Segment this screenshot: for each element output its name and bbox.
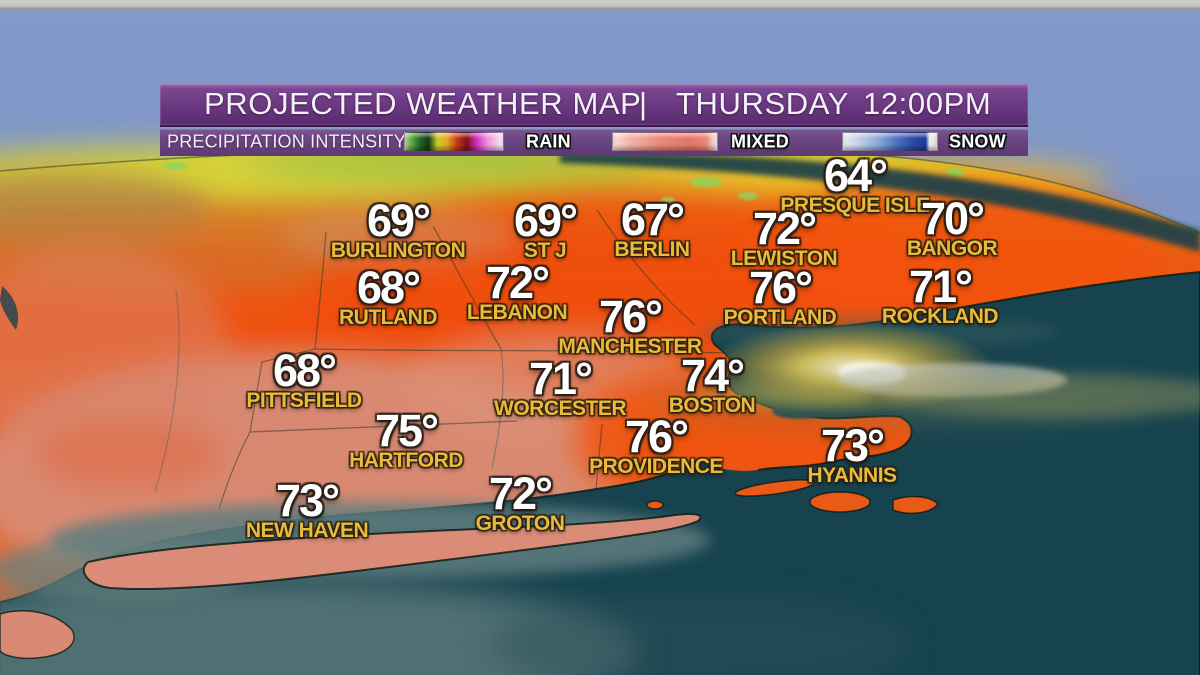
station-city: LEBANON xyxy=(466,301,568,324)
station-city: BANGOR xyxy=(906,237,998,260)
title-separator: | xyxy=(639,85,648,121)
top-bar xyxy=(0,0,1200,9)
islands xyxy=(646,479,940,515)
station-temp: 72° xyxy=(485,257,550,308)
station-temp: 71° xyxy=(528,353,593,404)
station-city: ST J xyxy=(523,239,567,262)
long-island xyxy=(82,512,702,591)
station-temp: 71° xyxy=(908,261,973,312)
station-city: PRESQUE ISLE xyxy=(780,194,930,217)
rivers xyxy=(154,289,504,493)
station-city: PROVIDENCE xyxy=(589,455,723,478)
station-temp: 75° xyxy=(374,405,439,456)
station-hyannis: 73° HYANNIS xyxy=(807,420,897,487)
station-temp: 67° xyxy=(620,194,685,245)
station-manchester: 76° MANCHESTER xyxy=(558,291,702,358)
snow-label: SNOW xyxy=(949,131,1006,152)
snow-intensity-scale xyxy=(842,132,938,151)
station-portland: 76° PORTLAND xyxy=(723,262,837,329)
station-temp: 76° xyxy=(598,291,663,342)
station-city: HYANNIS xyxy=(807,464,897,487)
station-city: RUTLAND xyxy=(339,306,437,329)
station-worcester: 71° WORCESTER xyxy=(494,353,627,420)
station-lewiston: 72° LEWISTON xyxy=(730,203,838,270)
station-rockland: 71° ROCKLAND xyxy=(881,261,999,328)
station-groton: 72° GROTON xyxy=(475,468,565,535)
forecast-day: THURSDAY xyxy=(676,85,850,121)
station-city: PORTLAND xyxy=(723,306,837,329)
station-city: BOSTON xyxy=(668,394,756,417)
rain-label: RAIN xyxy=(526,131,571,152)
station-city: NEW HAVEN xyxy=(245,519,369,542)
mixed-intensity-scale xyxy=(612,132,718,151)
coastal-land-sw xyxy=(0,610,75,660)
station-temp: 76° xyxy=(748,262,813,313)
station-presque-isle: 64° PRESQUE ISLE xyxy=(780,150,930,217)
station-boston: 74° BOSTON xyxy=(668,350,756,417)
station-temp: 74° xyxy=(680,350,745,401)
state-borders xyxy=(218,209,728,510)
station-temp: 73° xyxy=(820,420,885,471)
station-providence: 76° PROVIDENCE xyxy=(589,411,723,478)
mixed-label: MIXED xyxy=(731,131,790,152)
station-city: HARTFORD xyxy=(349,449,463,472)
station-temp: 64° xyxy=(823,150,888,201)
station-temp: 76° xyxy=(624,411,689,462)
station-city: BURLINGTON xyxy=(330,239,466,262)
station-temp: 72° xyxy=(752,203,817,254)
forecast-time: 12:00PM xyxy=(863,85,992,121)
station-temp: 72° xyxy=(488,468,553,519)
station-temp: 73° xyxy=(275,475,340,526)
station-lebanon: 72° LEBANON xyxy=(466,257,568,324)
station-hartford: 75° HARTFORD xyxy=(349,405,463,472)
station-city: LEWISTON xyxy=(730,247,838,270)
station-city: BERLIN xyxy=(614,238,690,261)
station-berlin: 67° BERLIN xyxy=(614,194,690,261)
station-burlington: 69° BURLINGTON xyxy=(330,195,466,262)
station-temp: 70° xyxy=(920,193,985,244)
page-title: PROJECTED WEATHER MAP xyxy=(204,85,642,121)
station-bangor: 70° BANGOR xyxy=(906,193,998,260)
legend-title: PRECIPITATION INTENSITY xyxy=(167,131,406,152)
station-temp: 68° xyxy=(272,345,337,396)
station-city: MANCHESTER xyxy=(558,335,702,358)
station-city: ROCKLAND xyxy=(881,305,999,328)
sun-glint xyxy=(650,322,1200,426)
rain-intensity-scale xyxy=(404,132,504,151)
header-banner: PROJECTED WEATHER MAP | THURSDAY 12:00PM… xyxy=(160,84,1028,156)
station-city: WORCESTER xyxy=(494,397,627,420)
station-st-j: 69° ST J xyxy=(513,195,578,262)
station-pittsfield: 68° PITTSFIELD xyxy=(246,345,362,412)
station-temp: 69° xyxy=(513,195,578,246)
station-rutland: 68° RUTLAND xyxy=(339,262,437,329)
station-temp: 68° xyxy=(356,262,421,313)
station-new-haven: 73° NEW HAVEN xyxy=(245,475,369,542)
station-city: GROTON xyxy=(475,512,565,535)
title-bar: PROJECTED WEATHER MAP | THURSDAY 12:00PM xyxy=(160,84,1028,127)
lake-champlain xyxy=(0,286,19,330)
station-city: PITTSFIELD xyxy=(246,389,362,412)
horizon-water-strip xyxy=(560,152,1200,252)
precipitation-legend: PRECIPITATION INTENSITY RAIN MIXED SNOW xyxy=(160,127,1028,156)
station-temp: 69° xyxy=(366,195,431,246)
